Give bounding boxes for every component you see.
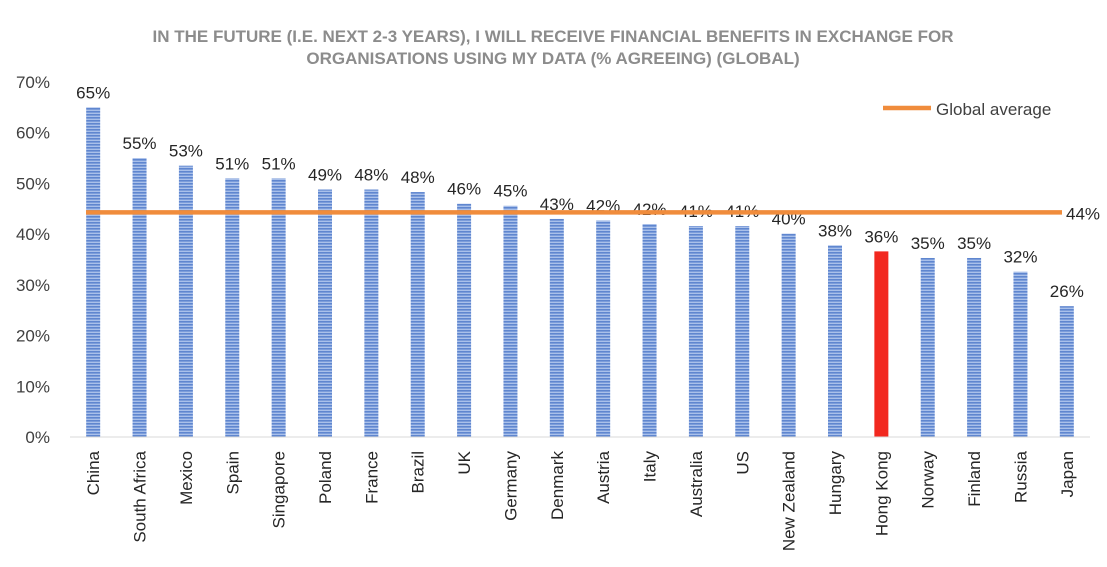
x-tick-label-japan: Japan [1058, 451, 1077, 497]
data-label-finland: 35% [957, 234, 991, 253]
legend-label-global-average: Global average [936, 100, 1051, 119]
bar-finland [967, 257, 982, 437]
bar-new-zealand [781, 233, 796, 437]
y-tick-label: 50% [16, 174, 50, 193]
x-tick-label-france: France [362, 451, 381, 504]
x-tick-label-italy: Italy [641, 451, 660, 483]
x-tick-label-mexico: Mexico [177, 451, 196, 505]
x-tick-label-australia: Australia [687, 450, 706, 517]
y-tick-label: 60% [16, 124, 50, 143]
y-tick-label: 40% [16, 225, 50, 244]
y-tick-label: 70% [16, 73, 50, 92]
bar-uk [457, 203, 472, 437]
data-label-mexico: 53% [169, 142, 203, 161]
x-tick-label-norway: Norway [919, 451, 938, 509]
data-label-hong-kong: 36% [864, 227, 898, 246]
x-tick-label-denmark: Denmark [548, 451, 567, 520]
data-label-denmark: 43% [540, 195, 574, 214]
x-tick-label-russia: Russia [1011, 450, 1030, 503]
bar-hungary [828, 245, 842, 437]
data-label-france: 48% [354, 166, 388, 185]
data-label-china: 65% [76, 83, 110, 102]
y-tick-label: 0% [25, 428, 50, 447]
data-label-uk: 46% [447, 180, 481, 199]
bar-italy [642, 224, 657, 437]
y-tick-label: 10% [16, 377, 50, 396]
bar-china [86, 107, 101, 437]
legend: Global average [883, 100, 1051, 119]
data-label-hungary: 38% [818, 221, 852, 240]
x-tick-label-new-zealand: New Zealand [780, 451, 799, 551]
x-tick-label-uk: UK [455, 450, 474, 474]
bar-france [364, 189, 379, 437]
x-axis: China South Africa Mexico Spain Singapore Pol… [70, 436, 1090, 551]
bar-poland [318, 189, 332, 437]
bar-austria [596, 220, 611, 437]
bar-norway [920, 257, 935, 437]
data-label-norway: 35% [911, 234, 945, 253]
x-tick-label-austria: Austria [594, 450, 613, 503]
bar-hong-kong [874, 251, 889, 437]
data-label-singapore: 51% [262, 154, 296, 173]
x-tick-label-spain: Spain [223, 451, 242, 494]
x-tick-label-brazil: Brazil [409, 451, 428, 494]
x-tick-label-south-africa: South Africa [131, 450, 150, 542]
bar-singapore [271, 178, 286, 437]
x-tick-label-us: US [733, 451, 752, 475]
x-tick-label-germany: Germany [501, 451, 520, 521]
data-label-spain: 51% [215, 154, 249, 173]
bar-australia [688, 226, 703, 437]
chart-title: IN THE FUTURE (I.E. NEXT 2-3 YEARS), I W… [153, 27, 954, 68]
data-label-italy: 42% [633, 200, 667, 219]
bar-russia [1013, 271, 1028, 437]
bar-south-africa [132, 158, 147, 438]
chart-title-line-1: IN THE FUTURE (I.E. NEXT 2-3 YEARS), I W… [153, 27, 954, 46]
x-tick-label-hong-kong: Hong Kong [872, 451, 891, 536]
bar-mexico [178, 165, 193, 437]
y-tick-label: 20% [16, 327, 50, 346]
bar-brazil [410, 192, 425, 437]
bar-us [735, 226, 750, 437]
chart-title-line-2: ORGANISATIONS USING MY DATA (% AGREEING)… [306, 49, 799, 68]
data-label-south-africa: 55% [123, 134, 157, 153]
bar-germany [503, 205, 518, 437]
x-tick-label-poland: Poland [316, 451, 335, 504]
data-label-germany: 45% [493, 182, 527, 201]
x-tick-label-china: China [84, 450, 103, 495]
y-tick-label: 30% [16, 276, 50, 295]
bars [86, 107, 1074, 438]
bar-denmark [549, 218, 564, 437]
data-label-russia: 32% [1003, 248, 1037, 267]
x-tick-label-singapore: Singapore [270, 451, 289, 529]
x-tick-label-finland: Finland [965, 451, 984, 507]
x-tick-label-hungary: Hungary [826, 451, 845, 516]
y-axis: 0% 10% 20% 30% 40% 50% 60% 70% [16, 73, 50, 447]
data-label-brazil: 48% [401, 168, 435, 187]
data-label-poland: 49% [308, 166, 342, 185]
global-average-value-label: 44% [1066, 204, 1100, 223]
bar-japan [1059, 306, 1074, 437]
data-label-japan: 26% [1050, 282, 1084, 301]
bar-spain [225, 178, 240, 437]
